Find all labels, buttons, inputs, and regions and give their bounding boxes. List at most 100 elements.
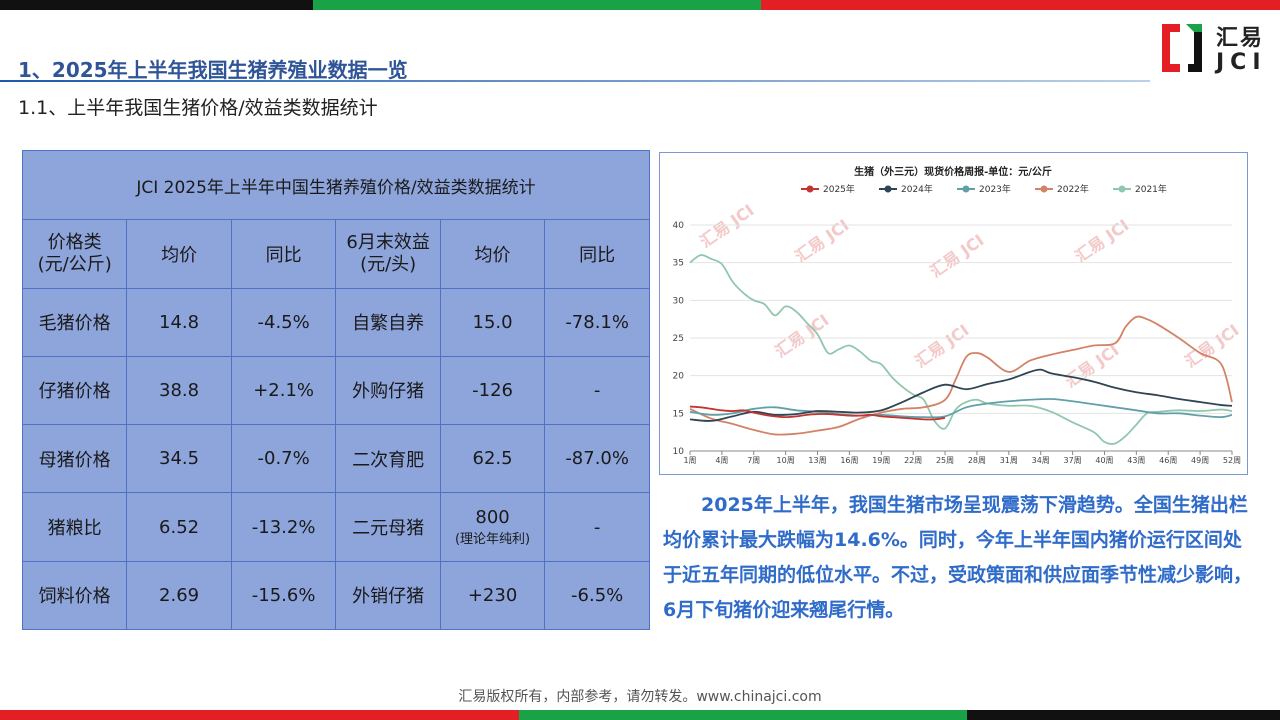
table-cell: - [544,355,650,426]
x-tick-label: 13周 [808,456,826,465]
y-tick-label: 40 [673,221,685,231]
table-cell: 6.52 [126,492,232,562]
chart-watermark: 汇易 JCI [1071,216,1132,267]
table-header: 同比 [544,219,650,289]
series-line-2021年 [689,254,1233,445]
table-cell: 自繁自养 [335,287,441,357]
table-cell: 外购仔猪 [335,355,441,426]
logo-text-cn: 汇易 [1216,26,1265,51]
legend-marker [1118,185,1126,193]
chart-watermark: 汇易 JCI [791,216,852,267]
table-cell: 2.69 [126,560,232,631]
x-tick-label: 22周 [904,456,922,465]
table-cell-note: (理论年纯利) [454,532,531,548]
y-tick-label: 30 [673,296,685,306]
x-tick-label: 46周 [1159,456,1177,465]
table-header: 同比 [230,219,337,289]
x-tick-label: 52周 [1223,456,1241,465]
y-tick-label: 15 [673,409,684,419]
summary-paragraph: 2025年上半年，我国生猪市场呈现震荡下滑趋势。全国生猪出栏均价累计最大跌幅为1… [663,494,1253,621]
y-tick-label: 20 [673,372,685,382]
y-tick-label: 10 [673,447,685,457]
logo-text-en: JCI [1216,50,1267,75]
jci-logo-icon [1162,24,1202,72]
table-header: 均价 [126,219,232,289]
bottom-color-bar [0,710,1280,720]
table-cell: 15.0 [439,287,546,357]
table-row: 毛猪价格 14.8 -4.5% 自繁自养 15.0 -78.1% [21,287,650,357]
chart-watermark: 汇易 JCI [696,201,757,252]
x-tick-label: 34周 [1032,456,1050,465]
table-cell: 饲料价格 [21,560,128,631]
x-tick-label: 4周 [715,456,728,465]
legend-marker [884,185,892,193]
table-cell: -126 [439,355,546,426]
table-cell: -87.0% [544,424,650,494]
legend-marker [806,185,814,193]
y-tick-label: 35 [673,259,684,269]
legend-label: 2022年 [1057,183,1089,195]
table-cell: 62.5 [439,424,546,494]
x-tick-label: 31周 [1000,456,1018,465]
x-tick-label: 7周 [747,456,760,465]
section-subtitle: 1.1、上半年我国生猪价格/效益类数据统计 [18,97,378,119]
legend-label: 2024年 [901,183,933,195]
legend-marker [1040,185,1048,193]
legend-label: 2023年 [979,183,1011,195]
table-cell: 二次育肥 [335,424,441,494]
x-tick-label: 10周 [777,456,795,465]
table-cell: 仔猪价格 [21,355,128,426]
table-row: 仔猪价格 38.8 +2.1% 外购仔猪 -126 - [21,355,650,426]
title-underline [0,80,1150,82]
table-cell: -78.1% [544,287,650,357]
table-cell: 38.8 [126,355,232,426]
table-header: 价格类 (元/公斤) [21,219,128,289]
series-line-2022年 [689,315,1233,436]
series-line-2023年 [689,398,1233,419]
table-cell: -13.2% [230,492,337,562]
table-cell: -0.7% [230,424,337,494]
table-cell: +2.1% [230,355,337,426]
price-chart: 汇易 JCI 汇易 JCI 汇易 JCI 汇易 JCI 汇易 JCI 汇易 JCI 汇易 J… [659,152,1248,475]
table-cell: -6.5% [544,560,650,631]
x-tick-label: 43周 [1127,456,1145,465]
table-cell: 外销仔猪 [335,560,441,631]
legend-label: 2021年 [1135,183,1167,195]
x-tick-label: 16周 [840,456,858,465]
series-line-2025年 [689,405,946,421]
table-cell: 800 (理论年纯利) [439,492,546,562]
chart-watermark: 汇易 JCI [1061,341,1122,392]
legend-label: 2025年 [823,183,855,195]
x-tick-label: 49周 [1191,456,1209,465]
table-cell: 猪粮比 [21,492,128,562]
table-header-row: 价格类 (元/公斤) 均价 同比 6月末效益 (元/头) 均价 同比 [21,219,650,289]
table-cell: -4.5% [230,287,337,357]
x-tick-label: 40周 [1095,456,1113,465]
x-tick-label: 37周 [1063,456,1081,465]
x-tick-label: 25周 [936,456,954,465]
table-cell: 二元母猪 [335,492,441,562]
table-cell: -15.6% [230,560,337,631]
jci-logo: 汇易 JCI [1158,20,1270,76]
top-color-bar [0,0,1280,10]
x-tick-label: 19周 [872,456,890,465]
table-header: 6月末效益 (元/头) [335,219,441,289]
footer-copyright: 汇易版权所有，内部参考，请勿转发。www.chinajci.com [458,689,822,705]
table-row: 猪粮比 6.52 -13.2% 二元母猪 800 (理论年纯利) - [21,492,650,562]
table-cell: - [544,492,650,562]
table-cell: 34.5 [126,424,232,494]
x-tick-label: 28周 [968,456,986,465]
table-title: JCI 2025年上半年中国生猪养殖价格/效益类数据统计 [22,149,650,221]
table-cell: +230 [439,560,546,631]
table-cell: 母猪价格 [21,424,128,494]
series-line-2024年 [689,368,1233,422]
stats-table: JCI 2025年上半年中国生猪养殖价格/效益类数据统计 价格类 (元/公斤) … [21,149,650,631]
chart-watermark: 汇易 JCI [926,231,987,282]
page-title: 1、2025年上半年我国生猪养殖业数据一览 [18,58,408,82]
table-row: 母猪价格 34.5 -0.7% 二次育肥 62.5 -87.0% [21,424,650,494]
table-header: 均价 [439,219,546,289]
y-tick-label: 25 [673,334,684,344]
chart-title: 生猪（外三元）现货价格周报-单位：元/公斤 [854,165,1052,178]
x-tick-label: 1周 [683,456,696,465]
